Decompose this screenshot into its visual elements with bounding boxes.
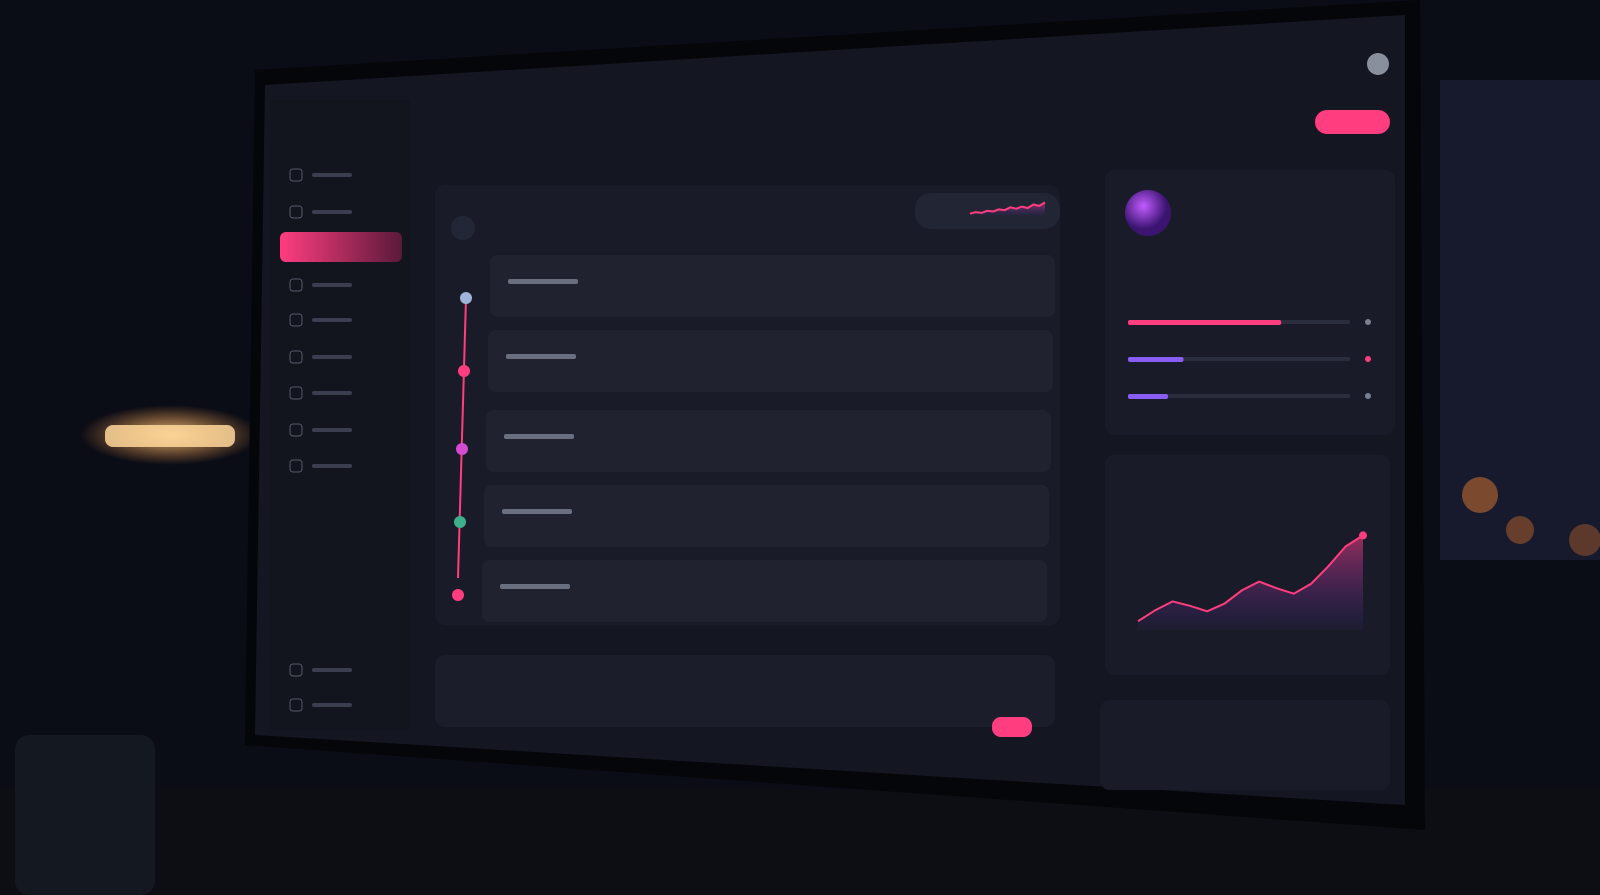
- trend-area: [1138, 535, 1363, 630]
- send-button[interactable]: [992, 717, 1032, 737]
- nav-label: [312, 355, 352, 359]
- avatar[interactable]: [1367, 53, 1389, 75]
- lamp: [105, 425, 235, 447]
- row-label: [502, 509, 572, 514]
- nav-icon: [289, 313, 303, 327]
- nav-icon: [289, 698, 303, 712]
- nav-label: [312, 391, 352, 395]
- bokeh: [1569, 524, 1600, 556]
- nav-items: [289, 168, 352, 712]
- nav-label: [312, 703, 352, 707]
- timeline-dot: [458, 365, 470, 377]
- timeline-dot: [456, 443, 468, 455]
- spark-line: [969, 201, 1046, 215]
- nav-icon: [289, 205, 303, 219]
- nav-label: [312, 210, 352, 214]
- nav-icon: [289, 423, 303, 437]
- profile-orb: [1125, 190, 1171, 236]
- timeline-dot: [454, 516, 466, 528]
- bokeh: [1506, 516, 1534, 544]
- progress-track: [1128, 394, 1350, 398]
- row-label: [506, 354, 576, 359]
- nav-icon: [289, 278, 303, 292]
- status-dot: [1365, 356, 1371, 362]
- row-label: [508, 279, 578, 284]
- status-dot: [1365, 393, 1371, 399]
- nav-label: [312, 318, 352, 322]
- progress-bar: [1128, 320, 1282, 325]
- notes-panel: [1100, 700, 1390, 790]
- workflow-row: [490, 255, 1055, 317]
- sidebar: [270, 100, 410, 730]
- trend-line: [1137, 534, 1364, 623]
- timeline-dot: [452, 589, 464, 601]
- nav-label: [312, 428, 352, 432]
- workflow-row: [482, 560, 1047, 622]
- nav-label: [312, 464, 352, 468]
- nav-label: [312, 283, 352, 287]
- row-label: [500, 584, 570, 589]
- timeline: [457, 297, 467, 579]
- star-icon: [451, 216, 475, 240]
- row-label: [504, 434, 574, 439]
- workflow-row: [486, 410, 1051, 472]
- workflow-panel: [435, 185, 1060, 625]
- progress-bar: [1128, 357, 1184, 362]
- nav-label: [312, 173, 352, 177]
- status-dot: [1365, 319, 1371, 325]
- mug: [15, 735, 155, 895]
- bokeh: [1462, 477, 1498, 513]
- active-nav-item[interactable]: [280, 232, 402, 262]
- nav-icon: [289, 386, 303, 400]
- rows: [452, 255, 1055, 622]
- workflow-row: [488, 330, 1053, 392]
- window: [1440, 80, 1600, 560]
- timeline-dot: [460, 292, 472, 304]
- nav-icon: [289, 168, 303, 182]
- nav-icon: [289, 663, 303, 677]
- input-panel: [435, 655, 1055, 727]
- workflow-row: [484, 485, 1049, 547]
- trend-end: [1359, 531, 1367, 540]
- primary-button[interactable]: [1315, 110, 1390, 134]
- nav-icon: [289, 350, 303, 364]
- nav-icon: [289, 459, 303, 473]
- nav-label: [312, 668, 352, 672]
- profile-panel: [1105, 170, 1395, 435]
- progress-bar: [1128, 394, 1168, 399]
